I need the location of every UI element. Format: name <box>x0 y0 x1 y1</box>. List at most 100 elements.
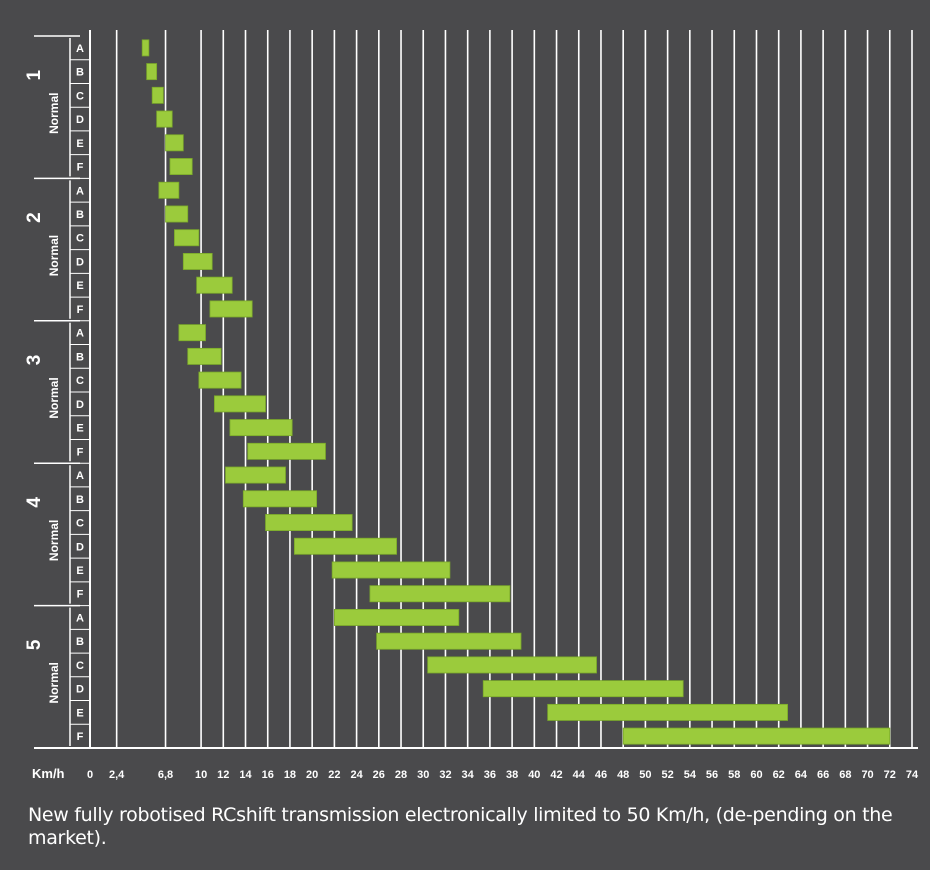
x-tick-label: 28 <box>395 769 407 781</box>
x-tick-label: 60 <box>750 769 762 781</box>
sub-row-label: D <box>76 541 84 553</box>
sub-row-label: A <box>76 470 84 482</box>
x-tick-label: 24 <box>350 769 363 781</box>
sub-row-label: C <box>76 660 84 672</box>
x-tick-label: 18 <box>284 769 296 781</box>
range-bar <box>156 110 173 128</box>
x-tick-label: 0 <box>87 769 93 781</box>
sub-row-label: A <box>76 612 84 624</box>
x-tick-label: 2,4 <box>109 769 125 781</box>
range-bar <box>427 656 597 674</box>
sub-row-label: F <box>77 162 84 174</box>
sub-row-label: E <box>76 707 83 719</box>
x-tick-label: 64 <box>795 769 808 781</box>
sub-row-label: D <box>76 399 84 411</box>
x-tick-label: 42 <box>550 769 562 781</box>
row-labels: 1NormalABCDEF2NormalABCDEF3NormalABCDEF4… <box>24 35 90 749</box>
range-bar <box>265 514 353 532</box>
x-tick-label: 52 <box>661 769 673 781</box>
range-bar <box>547 703 788 721</box>
range-bar <box>209 300 253 318</box>
sub-row-label: F <box>77 304 84 316</box>
x-axis-label: Km/h <box>32 766 65 781</box>
x-tick-label: 46 <box>595 769 607 781</box>
range-bar <box>165 134 184 152</box>
range-bar <box>242 490 318 508</box>
sub-row-label: E <box>76 423 83 435</box>
sub-row-label: A <box>76 185 84 197</box>
sub-row-label: F <box>77 731 84 743</box>
sub-row-label: A <box>76 328 84 340</box>
sub-row-label: C <box>76 233 84 245</box>
range-bar <box>198 371 242 389</box>
range-bar <box>158 181 180 199</box>
x-tick-label: 44 <box>573 769 586 781</box>
range-bar <box>146 63 158 81</box>
x-tick-label: 16 <box>262 769 274 781</box>
range-bar <box>622 727 891 745</box>
range-bar <box>169 158 193 176</box>
gear-label: 2 <box>24 212 45 223</box>
sub-row-label: E <box>76 138 83 150</box>
x-tick-label: 26 <box>373 769 385 781</box>
range-bar <box>165 205 189 223</box>
sub-row-label: C <box>76 90 84 102</box>
sub-row-label: F <box>77 589 84 601</box>
x-tick-labels: Km/h 0 2,4 6,8 10 12 14 16 18 20 22 24 26 28 30 32 34 36 3… <box>32 766 919 781</box>
range-bar <box>174 229 200 247</box>
mode-label: Normal <box>47 662 61 703</box>
x-tick-label: 38 <box>506 769 518 781</box>
x-tick-label: 54 <box>684 769 697 781</box>
mode-label: Normal <box>47 93 61 134</box>
chart-caption: New fully robotised RCshift transmission… <box>28 804 893 849</box>
x-tick-label: 22 <box>328 769 340 781</box>
range-bar <box>333 608 460 626</box>
range-bar <box>331 561 451 579</box>
range-bar <box>196 276 233 294</box>
x-tick-label: 56 <box>706 769 718 781</box>
sub-row-label: B <box>76 494 84 506</box>
range-bar <box>369 585 511 603</box>
sub-row-label: C <box>76 375 84 387</box>
x-tick-label: 74 <box>906 769 919 781</box>
range-bar <box>247 442 326 460</box>
range-bars <box>141 39 891 745</box>
x-tick-label: 34 <box>462 769 475 781</box>
x-tick-label: 14 <box>239 769 252 781</box>
range-bar <box>214 395 266 413</box>
x-tick-label: 36 <box>484 769 496 781</box>
sub-row-label: D <box>76 114 84 126</box>
x-tick-label: 12 <box>217 769 229 781</box>
x-tick-label: 32 <box>439 769 451 781</box>
sub-row-label: B <box>76 351 84 363</box>
sub-row-label: B <box>76 67 84 79</box>
sub-row-label: E <box>76 565 83 577</box>
sub-row-label: B <box>76 636 84 648</box>
axes <box>34 30 918 749</box>
range-bar <box>482 680 684 698</box>
range-bar <box>187 347 222 365</box>
range-bar <box>376 632 522 650</box>
sub-row-label: E <box>76 280 83 292</box>
range-bar <box>229 419 293 437</box>
x-tick-label: 66 <box>817 769 829 781</box>
gear-label: 4 <box>24 497 45 508</box>
gear-label: 5 <box>24 639 45 650</box>
x-tick-label: 30 <box>417 769 429 781</box>
range-bar <box>178 324 206 342</box>
x-tick-label: 6,8 <box>158 769 173 781</box>
x-tick-label: 68 <box>839 769 851 781</box>
mode-label: Normal <box>47 520 61 561</box>
mode-label: Normal <box>47 235 61 276</box>
sub-row-label: A <box>76 43 84 55</box>
sub-row-label: D <box>76 256 84 268</box>
x-tick-label: 72 <box>884 769 896 781</box>
range-bar <box>151 86 164 104</box>
x-tick-label: 40 <box>528 769 540 781</box>
x-tick-label: 20 <box>306 769 318 781</box>
x-tick-label: 70 <box>861 769 873 781</box>
grid-lines <box>115 30 913 748</box>
range-bar <box>141 39 150 57</box>
sub-row-label: D <box>76 684 84 696</box>
